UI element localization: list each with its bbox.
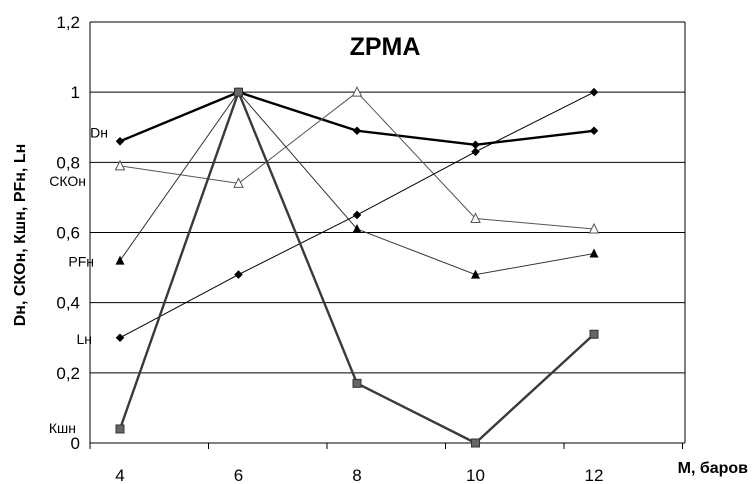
data-point	[589, 87, 599, 97]
data-point	[352, 126, 362, 136]
x-axis-title: М, баров	[678, 460, 749, 477]
data-point	[589, 329, 599, 339]
series-line	[119, 90, 595, 147]
y-tick-label: 1,2	[56, 13, 80, 32]
series-Lн	[115, 87, 599, 343]
y-tick-label: 0,8	[56, 153, 80, 172]
data-point	[352, 210, 362, 220]
series-line	[118, 88, 595, 445]
data-point	[234, 270, 243, 279]
series-СКОн	[114, 86, 600, 234]
y-tick-label: 0,2	[56, 364, 80, 383]
data-point	[471, 438, 480, 448]
data-point	[234, 87, 243, 97]
y-tick-label: 1	[71, 83, 80, 102]
y-tick-label: 0,6	[56, 224, 80, 243]
data-point	[114, 159, 126, 171]
grid-lines	[89, 21, 686, 449]
x-tick-label: 10	[466, 466, 485, 484]
data-point	[233, 177, 244, 188]
data-point	[351, 86, 363, 97]
data-point	[115, 136, 125, 146]
data-point	[588, 222, 600, 234]
data-point	[589, 126, 599, 136]
data-point	[471, 140, 480, 150]
chart-title: ZPMA	[350, 33, 421, 61]
x-tick-label: 6	[234, 466, 243, 484]
series-label: Dн	[90, 124, 108, 140]
data-point	[589, 248, 599, 258]
series-label: Lн	[76, 331, 92, 347]
series-Dн	[115, 87, 599, 150]
data-point	[471, 269, 480, 279]
series-label: PFн	[68, 254, 94, 270]
y-axis-title: Dн, СКОн, Кшн, PFн, Lн	[12, 144, 29, 327]
x-tick-label: 12	[585, 466, 604, 484]
data-point	[115, 333, 125, 343]
y-tick-label: 0	[71, 434, 80, 453]
series-Кшн	[115, 87, 599, 448]
data-point	[115, 424, 125, 434]
data-point	[352, 378, 362, 388]
series-line	[119, 91, 595, 276]
series-label: СКОн	[49, 173, 86, 189]
data-point	[471, 147, 480, 157]
y-tick-label: 0,4	[56, 294, 80, 313]
x-tick-label: 8	[352, 466, 361, 484]
data-point	[470, 212, 481, 223]
series-PFн	[115, 87, 599, 279]
data-point	[115, 255, 125, 265]
data-point	[352, 223, 362, 233]
series-label: Кшн	[49, 420, 76, 436]
x-tick-label: 4	[115, 466, 124, 484]
